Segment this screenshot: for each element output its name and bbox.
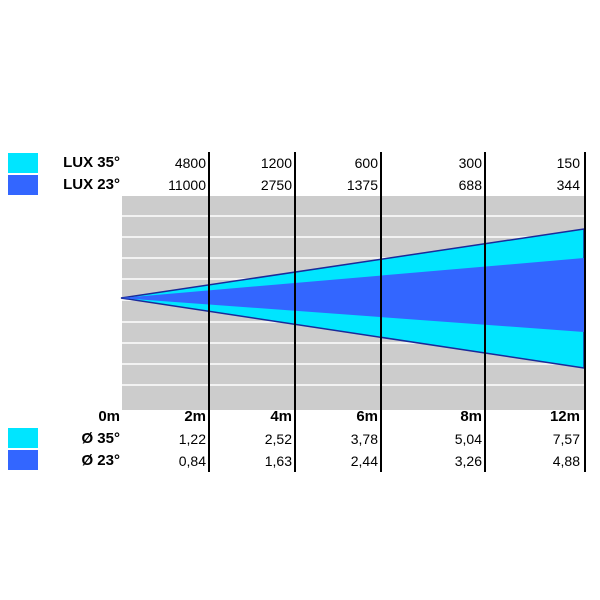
column-divider <box>294 152 296 430</box>
lux-23-value: 11000 <box>168 177 206 193</box>
diameter-23-value: 2,44 <box>350 453 378 469</box>
lux-35-value: 600 <box>354 155 378 171</box>
diameter-35-value: 3,78 <box>350 431 378 447</box>
diameter-35-label: Ø 35° <box>81 430 120 447</box>
column-divider <box>380 430 382 472</box>
lux-23-value: 688 <box>458 177 482 193</box>
diameter-35-value: 2,52 <box>264 431 292 447</box>
diameter-35-value: 7,57 <box>552 431 580 447</box>
lux-35-value: 150 <box>556 155 580 171</box>
column-divider <box>484 152 486 430</box>
distance-label: 2m <box>184 408 206 425</box>
diameter-35-value: 5,04 <box>454 431 482 447</box>
distance-label: 4m <box>270 408 292 425</box>
lux-23-value: 1375 <box>346 177 378 193</box>
lux-23-value: 344 <box>556 177 580 193</box>
legend-swatch-35 <box>8 153 38 173</box>
diameter-23-value: 0,84 <box>178 453 206 469</box>
lux-23-value: 2750 <box>260 177 292 193</box>
column-divider <box>484 430 486 472</box>
lux-35-value: 4800 <box>174 155 206 171</box>
column-divider <box>380 152 382 430</box>
diameter-23-value: 3,26 <box>454 453 482 469</box>
column-divider <box>294 430 296 472</box>
lux-35-label: LUX 35° <box>63 154 120 171</box>
column-divider <box>584 430 586 472</box>
diameter-23-label: Ø 23° <box>81 452 120 469</box>
column-divider <box>208 430 210 472</box>
diameter-23-value: 4,88 <box>552 453 580 469</box>
distance-label: 8m <box>460 408 482 425</box>
beam-23-cone <box>121 258 584 332</box>
lux-35-value: 300 <box>458 155 482 171</box>
column-divider <box>208 152 210 430</box>
lux-35-value: 1200 <box>260 155 292 171</box>
diameter-23-value: 1,63 <box>264 453 292 469</box>
distance-label: 12m <box>549 408 580 425</box>
legend-swatch-d23 <box>8 450 38 470</box>
legend-swatch-d35 <box>8 428 38 448</box>
legend-swatch-23 <box>8 175 38 195</box>
lux-23-label: LUX 23° <box>63 176 120 193</box>
distance-label: 6m <box>356 408 378 425</box>
diameter-35-value: 1,22 <box>178 431 206 447</box>
column-divider <box>584 152 586 430</box>
distance-label: 0m <box>98 408 120 425</box>
